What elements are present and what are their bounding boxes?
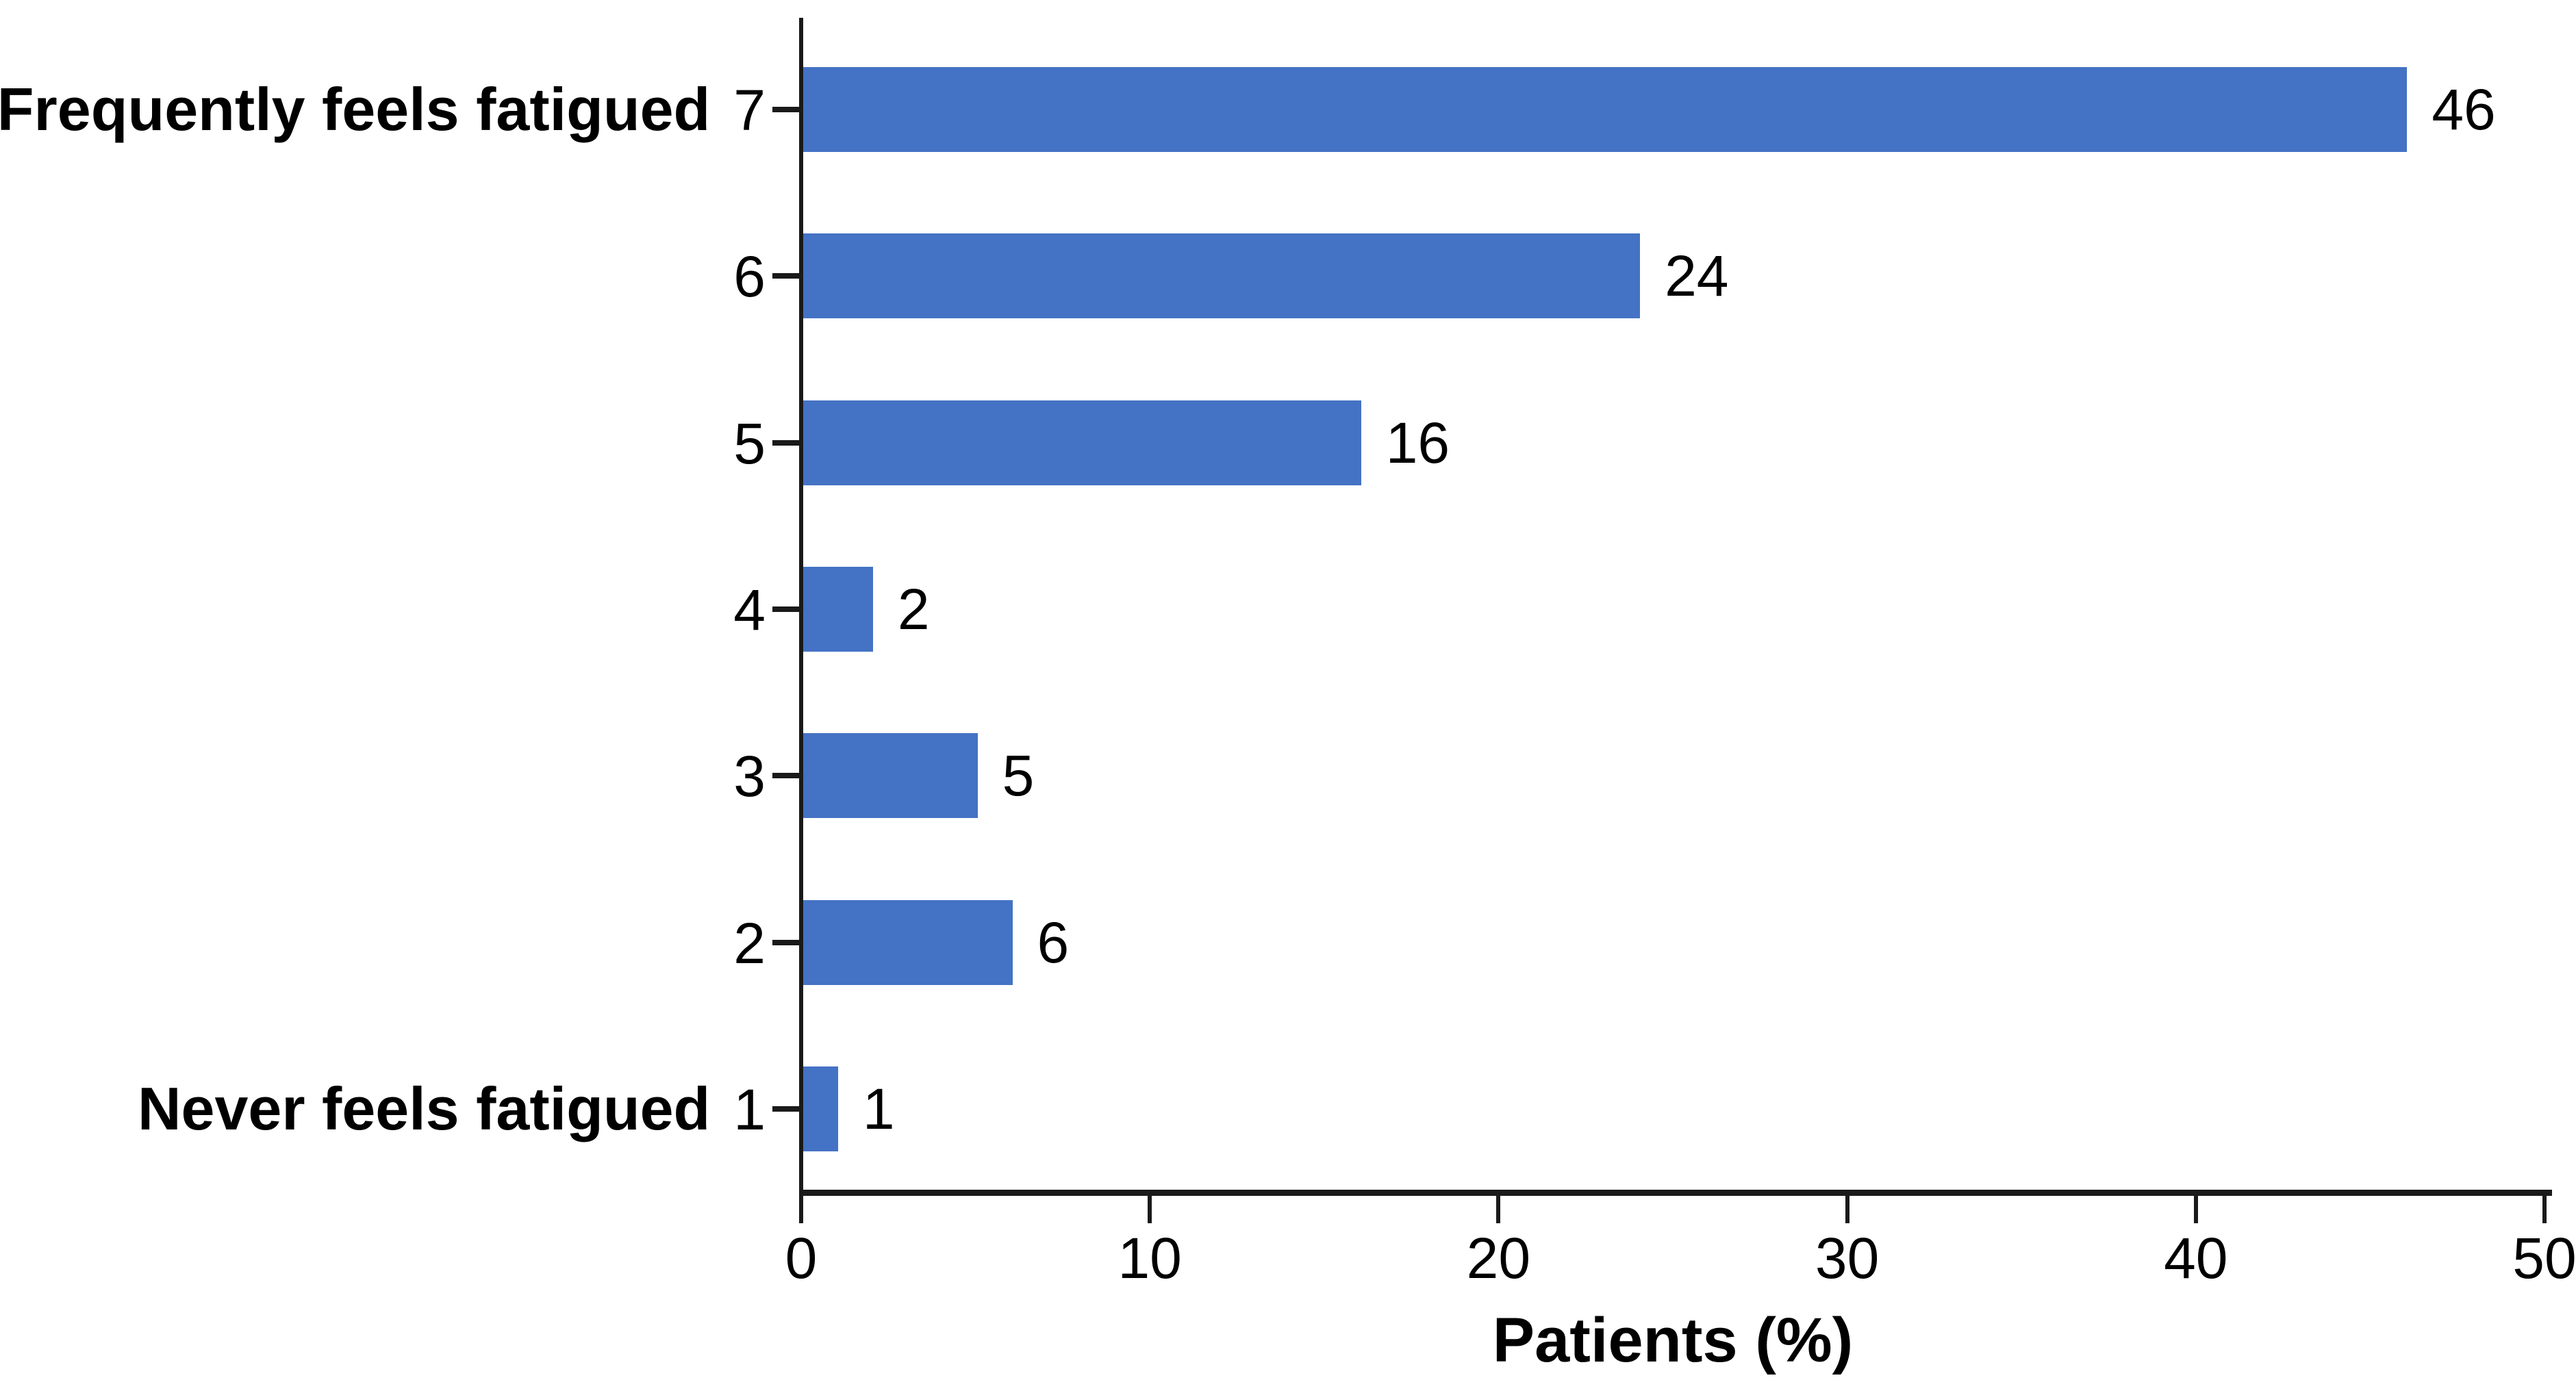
category-tick-label: 7: [733, 77, 766, 142]
x-tick-label: 0: [785, 1226, 818, 1290]
bar-value-label: 2: [897, 577, 930, 641]
y-axis-line: [799, 18, 803, 1196]
x-tick-label: 20: [1466, 1226, 1531, 1290]
x-tick-label: 30: [1815, 1226, 1880, 1290]
x-tick-label: 10: [1117, 1226, 1182, 1290]
category-tick-label: 5: [733, 411, 766, 476]
category-label: Never feels fatigued 1: [138, 1079, 766, 1139]
bar: [803, 1066, 838, 1152]
category-label: 4: [710, 579, 766, 639]
bar: [803, 400, 1361, 485]
bar-value-label: 1: [862, 1077, 895, 1142]
bar-value-label: 46: [2432, 77, 2496, 142]
category-tick-label: 6: [733, 244, 766, 309]
x-tick-mark: [1148, 1196, 1152, 1223]
bar: [803, 66, 2408, 152]
bar-value-label: 16: [1385, 410, 1450, 475]
category-annotation: Never feels fatigued: [137, 1075, 711, 1143]
category-tick-label: 2: [733, 910, 766, 975]
x-tick-label: 40: [2164, 1226, 2228, 1290]
bar: [803, 233, 1641, 319]
bar: [803, 899, 1013, 985]
bar: [803, 733, 978, 819]
category-tick-label: 3: [733, 744, 766, 809]
x-tick-label: 50: [2512, 1226, 2576, 1290]
x-axis-title: Patients (%): [1492, 1305, 1854, 1375]
y-tick-mark: [772, 106, 799, 112]
category-tick-label: 4: [733, 578, 766, 642]
category-label: 5: [710, 413, 766, 473]
category-label: 6: [710, 246, 766, 306]
x-tick-mark: [2193, 1196, 2198, 1223]
bar-value-label: 24: [1665, 244, 1729, 309]
category-label: 3: [710, 745, 766, 806]
category-label: 2: [710, 912, 766, 973]
category-annotation: Frequently feels fatigued: [0, 75, 711, 143]
bar: [803, 567, 873, 652]
x-tick-mark: [2542, 1196, 2547, 1223]
y-tick-mark: [772, 273, 799, 279]
x-axis-line: [799, 1190, 2552, 1196]
x-tick-mark: [1845, 1196, 1849, 1223]
y-tick-mark: [772, 1106, 799, 1112]
bar-value-label: 6: [1037, 910, 1070, 975]
x-tick-mark: [1496, 1196, 1501, 1223]
y-tick-mark: [772, 773, 799, 779]
x-tick-mark: [799, 1196, 803, 1223]
y-tick-mark: [772, 439, 799, 446]
y-tick-mark: [772, 606, 799, 612]
category-label: Frequently feels fatigued 7: [0, 79, 766, 140]
y-tick-mark: [772, 939, 799, 945]
category-tick-label: 1: [733, 1077, 766, 1142]
bar-value-label: 5: [1002, 743, 1035, 808]
